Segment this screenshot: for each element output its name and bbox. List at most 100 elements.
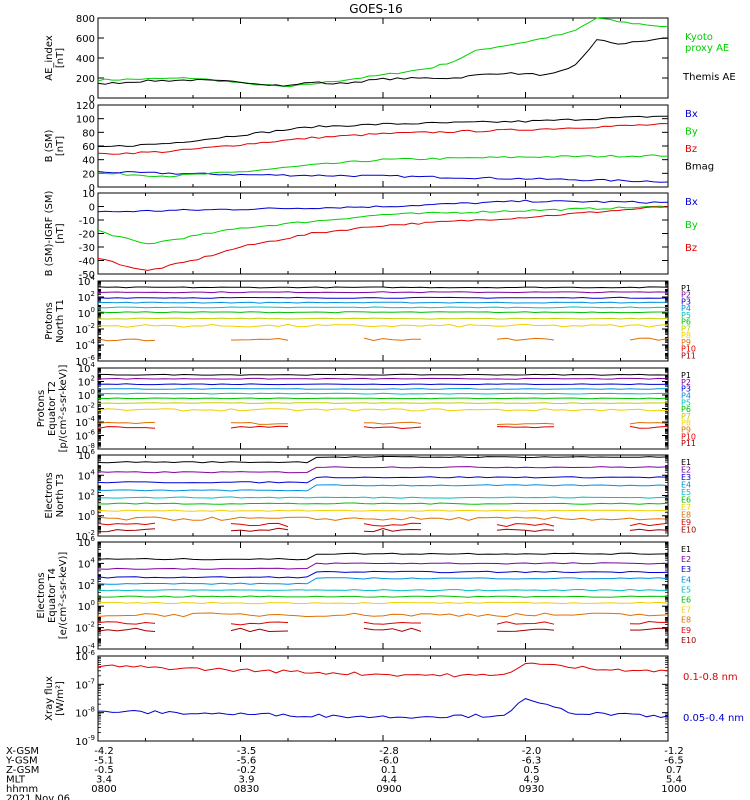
legend-label: By	[685, 127, 698, 138]
channel-label: P7	[681, 412, 691, 421]
footer-value: 0800	[91, 784, 116, 795]
channel-line-e10	[363, 527, 422, 533]
footer-row-label: hhmm	[6, 784, 38, 795]
y-tick-label: 104	[78, 274, 96, 288]
legend-label: Bmag	[685, 162, 714, 173]
channel-line-p9	[230, 421, 288, 425]
footer-row-label: Y-GSM	[5, 756, 38, 767]
channel-line-e6	[97, 502, 669, 505]
series-line-bx	[97, 199, 669, 213]
channel-label: P2	[681, 291, 691, 300]
footer-value: -2.0	[522, 746, 542, 757]
y-tick-label: 10-8	[75, 706, 95, 720]
channel-line-p9	[230, 337, 289, 341]
channel-line-e10	[363, 627, 422, 632]
channel-label: P1	[681, 284, 691, 293]
y-tick-label: 100	[78, 306, 95, 320]
channel-line-p9	[629, 421, 669, 425]
y-tick-label: 10	[82, 189, 95, 200]
channel-line-p3	[97, 383, 669, 386]
y-tick-label: 100	[78, 599, 95, 613]
panel-frame	[97, 17, 669, 99]
series-line-bz	[97, 206, 669, 271]
figure-title: GOES-16	[349, 2, 403, 16]
channel-line-e3	[97, 570, 669, 579]
y-tick-label: 100	[76, 115, 95, 126]
channel-line-e9	[629, 522, 669, 527]
series-line-by	[97, 205, 669, 245]
channel-line-e10	[629, 528, 669, 532]
y-axis-label: Electrons	[36, 572, 47, 618]
channel-label: E7	[681, 606, 691, 615]
legend-label: Bx	[685, 109, 698, 120]
y-tick-label: 400	[76, 54, 95, 65]
channel-label: P3	[681, 385, 691, 394]
y-tick-label: 0	[89, 203, 95, 214]
y-tick-label: 10-4	[75, 415, 95, 429]
footer-date: 2021 Nov 06	[6, 794, 70, 800]
y-tick-label: -10	[79, 216, 95, 227]
channel-line-e10	[496, 628, 555, 632]
y-tick-label: 0	[89, 94, 95, 105]
channel-label: P9	[681, 338, 691, 347]
panel-b-sm: 0 20 40 60 80 100 120 B (SM) [nT] Bx By Bz Bmag	[44, 101, 714, 194]
channel-label: P9	[681, 426, 691, 435]
channel-line-e7	[97, 601, 669, 605]
footer-value: -6.5	[664, 756, 684, 767]
channel-line-p8	[97, 408, 669, 412]
footer-value: -6.3	[522, 756, 542, 767]
y-tick-label: -20	[79, 230, 95, 241]
channel-line-p6	[97, 397, 669, 400]
channel-label: E8	[681, 616, 691, 625]
channel-label: P10	[681, 345, 696, 354]
channel-label: E2	[681, 466, 691, 475]
y-tick-label: 102	[78, 290, 95, 304]
footer-value: -6.0	[379, 756, 399, 767]
y-tick-label: 80	[82, 128, 95, 139]
legend-label: 0.05-0.4 nm	[683, 713, 744, 724]
footer-value: -4.2	[94, 746, 114, 757]
channel-line-e9	[496, 621, 555, 625]
channel-line-e4	[98, 484, 669, 492]
channel-label: E8	[681, 511, 691, 520]
channel-label: P5	[681, 311, 691, 320]
channel-label: P10	[681, 432, 696, 441]
y-axis-label: [W/m²]	[55, 681, 66, 716]
y-axis-label: Electrons	[44, 472, 55, 518]
footer-value: 0830	[234, 784, 259, 795]
channel-line-p9	[97, 338, 156, 342]
series-line-bmag	[98, 115, 669, 147]
channel-line-e9	[97, 621, 156, 625]
channel-line-p1	[97, 286, 669, 289]
y-tick-label: 10-2	[75, 621, 95, 635]
footer-value: 4.9	[524, 775, 540, 786]
channel-line-p9	[97, 421, 156, 425]
y-tick-label: 102	[78, 375, 95, 389]
channel-label: P6	[681, 405, 691, 414]
y-tick-label: 102	[78, 578, 95, 592]
y-tick-label: 100	[78, 388, 95, 402]
channel-line-p8	[97, 323, 669, 328]
y-axis-label: [e/(cm²-s-sr-keV)]	[58, 552, 69, 640]
y-tick-label: -40	[79, 257, 95, 268]
channel-line-p5	[97, 392, 669, 395]
channel-line-e5	[97, 588, 669, 592]
channel-line-e10	[230, 627, 289, 633]
channel-line-p9	[629, 337, 669, 341]
channel-line-p6	[97, 311, 669, 314]
footer-value: 4.4	[381, 775, 397, 786]
channel-line-e2	[97, 466, 669, 474]
footer-value: 3.9	[239, 775, 255, 786]
y-tick-label: 200	[76, 74, 95, 85]
footer-value: 0.1	[381, 765, 397, 776]
series-line-0-1-0-8-nm	[97, 662, 669, 678]
channel-label: P8	[681, 419, 691, 428]
footer-value: 0900	[376, 784, 401, 795]
channel-line-p2	[97, 291, 669, 294]
channel-line-e8	[97, 612, 669, 618]
channel-label: P11	[681, 439, 696, 448]
channel-label: E6	[681, 496, 691, 505]
channel-label: E4	[681, 481, 691, 490]
